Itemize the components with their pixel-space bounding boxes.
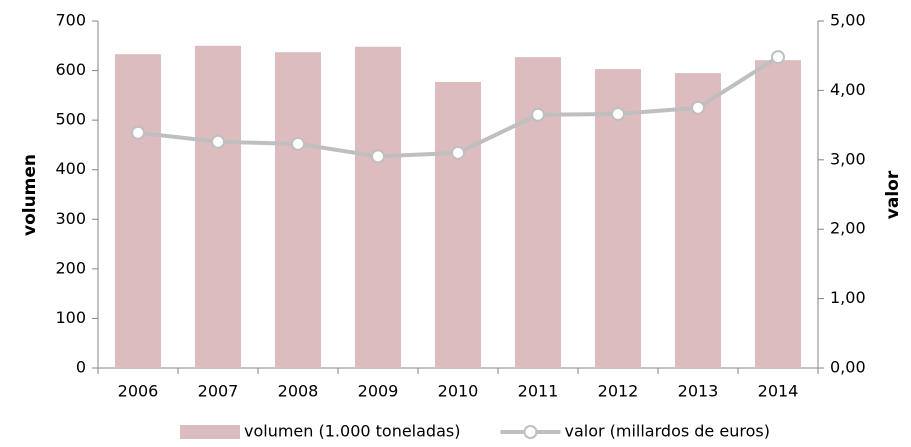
y-tick-label: 300 <box>55 209 86 228</box>
line-marker <box>131 125 145 140</box>
bar <box>355 46 401 369</box>
bar <box>115 54 161 368</box>
y-tick-label: 400 <box>55 159 86 178</box>
x-tick-label: 2008 <box>278 382 319 401</box>
y2-axis-label: valor <box>883 170 903 219</box>
x-tick-label: 2014 <box>758 382 799 401</box>
legend-label: volumen (1.000 toneladas) <box>244 422 460 441</box>
bar <box>275 52 321 368</box>
legend-label: valor (millardos de euros) <box>564 422 769 441</box>
bar <box>515 57 561 369</box>
x-tick-label: 2011 <box>518 382 559 401</box>
y2-tick-label: 4,00 <box>830 80 866 99</box>
bar <box>195 45 241 369</box>
y-tick-label: 700 <box>55 11 86 30</box>
x-tick-label: 2010 <box>438 382 479 401</box>
x-tick-label: 2007 <box>198 382 239 401</box>
bar <box>435 81 481 369</box>
legend-marker <box>523 425 538 439</box>
x-tick-label: 2012 <box>598 382 639 401</box>
y-tick-label: 100 <box>55 308 86 327</box>
line-marker <box>291 136 305 151</box>
line-marker <box>531 107 545 122</box>
y-tick-label: 500 <box>55 110 86 129</box>
y-axis-label: volumen <box>20 154 40 236</box>
line-marker <box>691 100 705 115</box>
bar <box>675 73 721 369</box>
y2-tick-label: 1,00 <box>830 288 866 307</box>
legend-swatch <box>180 425 240 439</box>
line-marker <box>771 50 785 65</box>
x-tick-label: 2009 <box>358 382 399 401</box>
line-marker <box>371 149 385 164</box>
y-tick-label: 600 <box>55 60 86 79</box>
line-marker <box>451 145 465 160</box>
y-tick-label: 0 <box>76 358 86 377</box>
y2-tick-label: 0,00 <box>830 358 866 377</box>
y-tick-label: 200 <box>55 258 86 277</box>
line-marker <box>611 106 625 121</box>
y2-tick-label: 3,00 <box>830 149 866 168</box>
y2-tick-label: 2,00 <box>830 219 866 238</box>
line-marker <box>211 134 225 149</box>
y2-tick-label: 5,00 <box>830 11 866 30</box>
bar <box>755 60 801 368</box>
x-tick-label: 2006 <box>118 382 159 401</box>
x-tick-label: 2013 <box>678 382 719 401</box>
